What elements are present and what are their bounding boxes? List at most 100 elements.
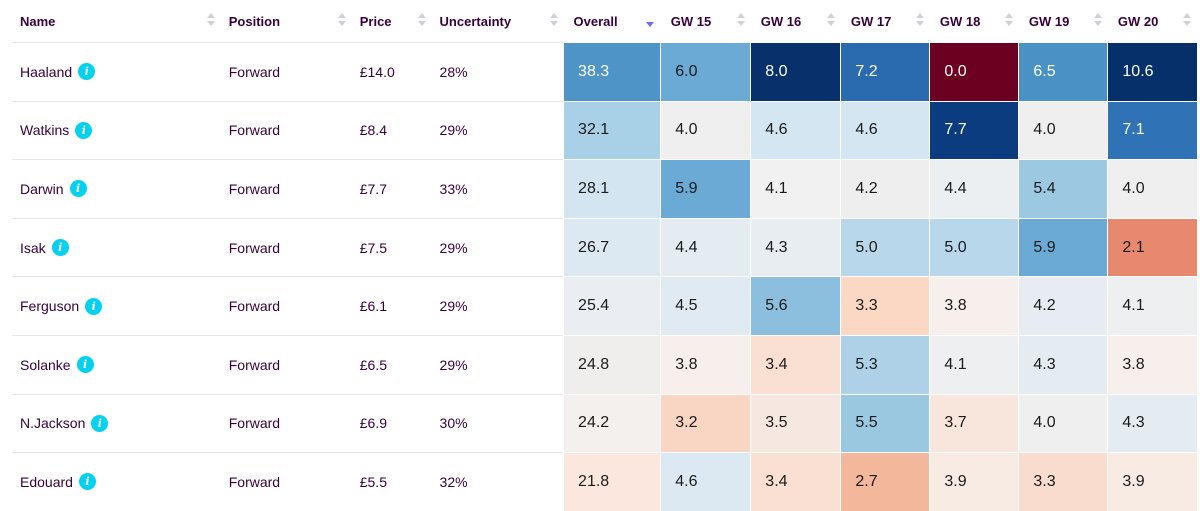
gw18-score-cell: 3.9: [929, 452, 1019, 511]
player-position: Forward: [220, 393, 352, 453]
sort-icon[interactable]: [1093, 13, 1102, 27]
gw19-score-cell: 6.5: [1018, 42, 1108, 102]
table-row[interactable]: Ferguson i Forward £6.1 29% 25.4 4.5 5.6 3.3 3.8 4…: [12, 276, 1197, 336]
table-row[interactable]: Haaland i Forward £14.0 28% 38.3 6.0 8.0 7.2 0.0 6…: [12, 42, 1197, 102]
column-header-gw20[interactable]: GW 20: [1108, 0, 1197, 43]
gw18-score-cell: 3.7: [929, 393, 1019, 453]
player-name-wrap: Haaland i: [20, 63, 96, 81]
sort-icon[interactable]: [736, 13, 745, 27]
gw20-score-cell: 10.6: [1107, 42, 1197, 102]
table-row[interactable]: Watkins i Forward £8.4 29% 32.1 4.0 4.6 4.6 7.7 4.…: [12, 100, 1197, 160]
player-uncertainty: 29%: [431, 334, 564, 395]
table-row[interactable]: Isak i Forward £7.5 29% 26.7 4.4 4.3 5.0 5.0 5.9 2.…: [12, 217, 1197, 277]
player-name: Edouard: [20, 473, 73, 490]
gw15-score-cell: 4.6: [660, 452, 751, 511]
player-position: Forward: [220, 276, 352, 336]
table-row[interactable]: Darwin i Forward £7.7 33% 28.1 5.9 4.1 4.2 4.4 5.4…: [12, 159, 1197, 219]
gw17-score-cell: 7.2: [840, 42, 930, 102]
gw17-score-cell: 4.2: [840, 159, 930, 219]
player-price: £5.5: [351, 452, 432, 511]
player-name: Watkins: [20, 122, 70, 139]
player-name: Ferguson: [20, 298, 80, 315]
player-position: Forward: [220, 159, 352, 219]
sort-icon[interactable]: [337, 13, 346, 27]
player-name-wrap: Watkins i: [20, 121, 93, 139]
player-price: £7.7: [351, 159, 432, 219]
sort-descending-icon[interactable]: [645, 13, 654, 27]
gw15-score-cell: 3.2: [660, 393, 751, 453]
player-name: Solanke: [20, 356, 71, 373]
column-header-gw16[interactable]: GW 16: [751, 0, 841, 43]
column-header-gw17[interactable]: GW 17: [841, 0, 930, 43]
player-name-wrap: Edouard i: [20, 473, 96, 491]
projections-table: Name Position Price Uncertainty Overall …: [12, 0, 1197, 511]
player-name-cell: Haaland i: [12, 42, 221, 102]
gw20-score-cell: 3.9: [1107, 452, 1197, 511]
gw19-score-cell: 5.9: [1018, 217, 1108, 277]
column-header-position[interactable]: Position: [221, 0, 352, 43]
sort-icon[interactable]: [549, 13, 558, 27]
table-row[interactable]: Solanke i Forward £6.5 29% 24.8 3.8 3.4 5.3 4.1 4.…: [12, 334, 1197, 395]
player-name-wrap: Isak i: [20, 239, 69, 257]
header-row: Name Position Price Uncertainty Overall …: [12, 0, 1197, 43]
column-header-name[interactable]: Name: [12, 0, 221, 43]
table-row[interactable]: Edouard i Forward £5.5 32% 21.8 4.6 3.4 2.7 3.9 3.…: [12, 452, 1197, 511]
sort-icon[interactable]: [826, 13, 835, 27]
overall-score-cell: 32.1: [563, 100, 661, 160]
table-row[interactable]: N.Jackson i Forward £6.9 30% 24.2 3.2 3.5 5.5 3.7…: [12, 393, 1197, 453]
player-name-cell: Ferguson i: [12, 276, 221, 336]
info-icon[interactable]: i: [78, 473, 96, 491]
info-icon[interactable]: i: [78, 63, 96, 81]
sort-icon[interactable]: [1183, 13, 1191, 27]
overall-score-cell: 25.4: [563, 276, 661, 336]
player-name: Haaland: [20, 63, 73, 80]
gw18-score-cell: 5.0: [929, 217, 1019, 277]
player-name-wrap: N.Jackson i: [20, 414, 109, 432]
column-header-gw15[interactable]: GW 15: [661, 0, 751, 43]
player-price: £8.4: [351, 100, 432, 160]
info-icon[interactable]: i: [51, 239, 69, 257]
player-position: Forward: [220, 217, 352, 277]
player-position: Forward: [220, 100, 352, 160]
player-uncertainty: 29%: [431, 276, 564, 336]
info-icon[interactable]: i: [69, 180, 87, 198]
column-header-price[interactable]: Price: [352, 0, 432, 43]
gw16-score-cell: 4.6: [750, 100, 841, 160]
player-name: Darwin: [20, 180, 64, 197]
gw18-score-cell: 4.1: [929, 334, 1019, 395]
gw17-score-cell: 4.6: [840, 100, 930, 160]
info-icon[interactable]: i: [91, 414, 109, 432]
gw16-score-cell: 3.4: [750, 334, 841, 395]
column-header-gw18[interactable]: GW 18: [930, 0, 1019, 43]
gw19-score-cell: 4.0: [1018, 100, 1108, 160]
sort-icon[interactable]: [417, 13, 426, 27]
gw15-score-cell: 3.8: [660, 334, 751, 395]
gw16-score-cell: 5.6: [750, 276, 841, 336]
sort-icon[interactable]: [915, 13, 924, 27]
player-name-wrap: Ferguson i: [20, 297, 103, 315]
column-header-overall[interactable]: Overall: [564, 0, 661, 43]
gw16-score-cell: 4.1: [750, 159, 841, 219]
gw20-score-cell: 4.0: [1107, 159, 1197, 219]
sort-icon[interactable]: [206, 13, 215, 27]
gw19-score-cell: 3.3: [1018, 452, 1108, 511]
gw15-score-cell: 6.0: [660, 42, 751, 102]
gw18-score-cell: 0.0: [929, 42, 1019, 102]
sort-icon[interactable]: [1004, 13, 1013, 27]
column-header-uncertainty[interactable]: Uncertainty: [432, 0, 564, 43]
gw17-score-cell: 5.3: [840, 334, 930, 395]
info-icon[interactable]: i: [76, 356, 94, 374]
player-position: Forward: [220, 452, 352, 511]
gw20-score-cell: 7.1: [1107, 100, 1197, 160]
info-icon[interactable]: i: [75, 121, 93, 139]
gw19-score-cell: 4.2: [1018, 276, 1108, 336]
column-header-gw19[interactable]: GW 19: [1019, 0, 1108, 43]
player-uncertainty: 32%: [431, 452, 564, 511]
player-uncertainty: 29%: [431, 217, 564, 277]
player-name-wrap: Solanke i: [20, 356, 94, 374]
player-name-cell: Solanke i: [12, 334, 221, 395]
gw15-score-cell: 4.0: [660, 100, 751, 160]
overall-score-cell: 38.3: [563, 42, 661, 102]
info-icon[interactable]: i: [85, 297, 103, 315]
gw16-score-cell: 3.4: [750, 452, 841, 511]
